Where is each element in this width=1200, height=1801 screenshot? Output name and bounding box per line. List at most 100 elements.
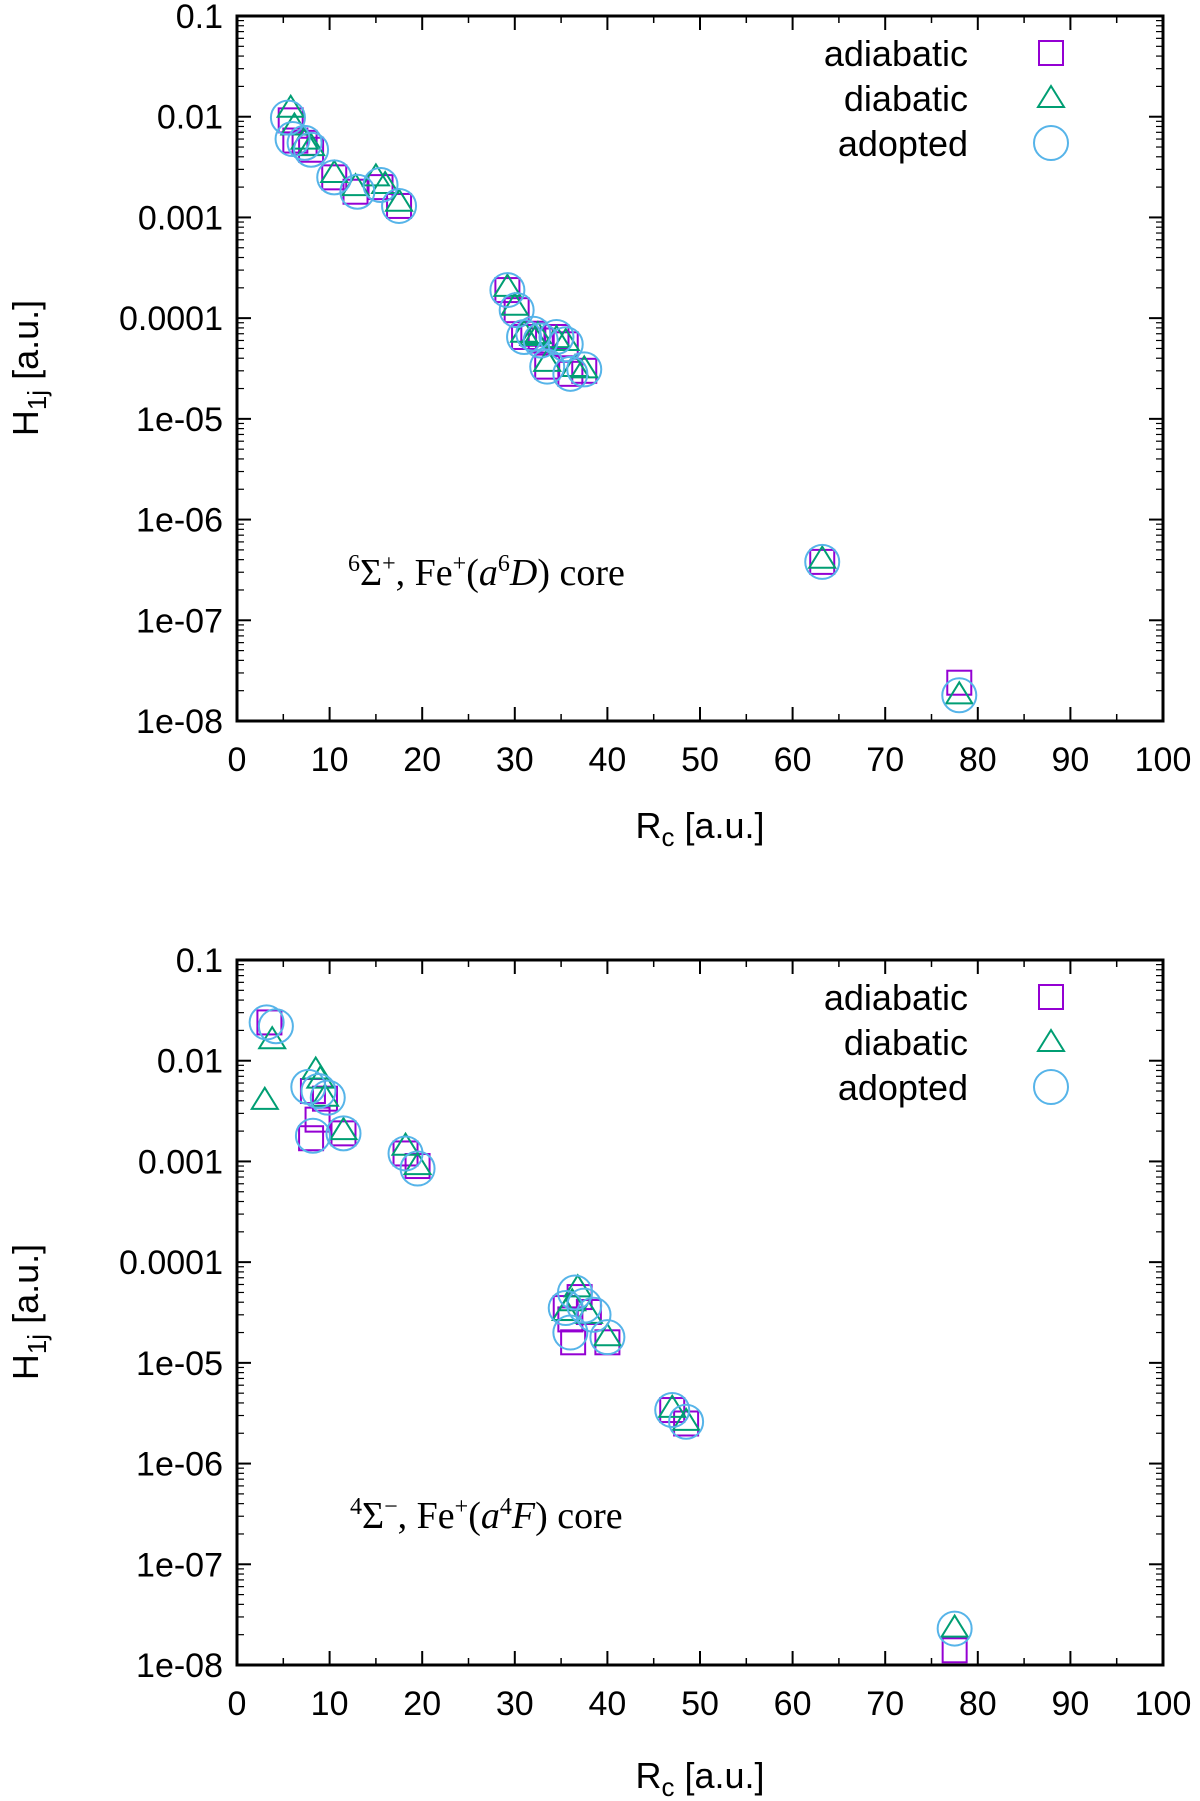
bottom-adopted-point [566, 1287, 603, 1324]
bottom-adopted-point [257, 1008, 294, 1045]
legend-label-adopted: adopted [838, 1067, 968, 1108]
top-diabatic-point [500, 291, 530, 316]
legend-marker-diabatic [1036, 1028, 1066, 1052]
top-adopted-point [552, 355, 589, 392]
bottom-adiabatic-point [560, 1329, 587, 1356]
top-adopted-point [489, 272, 526, 309]
bottom-adopted-point [300, 1073, 337, 1110]
x-tick-label: 60 [774, 741, 812, 779]
x-tick-label: 10 [311, 741, 349, 779]
top-adiabatic-point [494, 277, 521, 304]
top-diabatic-point [807, 544, 838, 569]
bottom-adopted-point [575, 1296, 612, 1333]
x-tick-label: 90 [1051, 741, 1089, 779]
panel-bottom-frame [235, 958, 1165, 1667]
x-tick-label: 90 [1051, 1685, 1089, 1723]
bottom-diabatic-point [592, 1322, 623, 1347]
bottom-diabatic-point [310, 1082, 340, 1107]
top-adopted-point [804, 543, 841, 580]
legend-marker-diabatic [1036, 84, 1066, 108]
bottom-diabatic-point [328, 1116, 359, 1141]
panel-bottom: 0 10 20 30 40 50 60 70 80 90 100 0.1 0.01 0.001 0.0001… [5, 942, 1191, 1801]
top-diabatic-point [944, 680, 975, 705]
panel-top: 0 10 20 30 40 50 60 70 80 90 100 0.1 0.01 0.001 0.0001… [0, 0, 1200, 900]
x-tick-label: 70 [866, 741, 904, 779]
bottom-adopted-point [309, 1079, 346, 1116]
top-diabatic-point [569, 354, 600, 379]
top-adopted-point [269, 99, 306, 136]
x-tick-label: 40 [588, 741, 626, 779]
bottom-adopted-point [668, 1403, 705, 1440]
legend-label-diabatic: diabatic [844, 78, 968, 119]
panel-bottom-x-axis-title: Rc [a.u.] [635, 1755, 764, 1801]
x-tick-label: 20 [403, 741, 441, 779]
legend-marker-adopted [1033, 125, 1069, 161]
top-adiabatic-point [552, 331, 579, 358]
y-tick-label: 0.01 [157, 99, 223, 137]
bottom-diabatic-point [249, 1085, 280, 1110]
legend-label-adopted: adopted [838, 123, 968, 164]
x-tick-label: 20 [403, 1685, 441, 1723]
bottom-adopted-point [294, 1117, 331, 1154]
x-tick-label: 10 [311, 1685, 349, 1723]
panel-bottom-annotation: 4Σ−, Fe+(a4F) core [350, 1494, 623, 1537]
y-tick-label: 1e-08 [136, 703, 223, 741]
top-diabatic-point [384, 187, 414, 212]
y-tick-label: 0.1 [176, 942, 223, 980]
legend-marker-adiabatic [1038, 984, 1064, 1010]
y-tick-label: 1e-06 [136, 1446, 223, 1484]
bottom-adopted-point [325, 1115, 362, 1152]
panel-top-x-axis-title: Rc [a.u.] [635, 805, 764, 852]
bottom-diabatic-point [557, 1287, 588, 1312]
panel-top-legend: adiabatic diabatic adopted [824, 33, 1069, 164]
y-tick-label: 0.001 [138, 1143, 223, 1181]
panel-bottom-y-axis-title: H1j [a.u.] [5, 1244, 52, 1380]
x-tick-label: 50 [681, 741, 719, 779]
legend-label-adiabatic: adiabatic [824, 977, 968, 1018]
bottom-adopted-point [589, 1319, 626, 1356]
bottom-diabatic-point [402, 1151, 433, 1176]
bottom-adiabatic-point [594, 1329, 621, 1356]
x-tick-label: 40 [588, 1685, 626, 1723]
y-tick-label: 1e-06 [136, 502, 223, 540]
bottom-adopted-point [399, 1150, 436, 1187]
top-adopted-point [538, 318, 575, 355]
y-tick-label: 1e-08 [136, 1647, 223, 1685]
top-diabatic-point [275, 93, 306, 118]
bottom-adopted-point [387, 1135, 424, 1172]
legend-label-adiabatic: adiabatic [824, 33, 968, 74]
top-adiabatic-point [321, 164, 348, 191]
top-diabatic-point [370, 170, 400, 195]
bottom-adiabatic-point [298, 1125, 325, 1152]
panel-top-annotation: 6Σ+, Fe+(a6D) core [348, 551, 625, 594]
top-adopted-point [339, 173, 376, 210]
x-tick-label: 30 [496, 741, 534, 779]
bottom-adiabatic-point [330, 1120, 357, 1147]
top-adopted-point [381, 187, 418, 224]
top-adopted-point [522, 322, 559, 359]
top-adopted-point [316, 159, 353, 196]
top-diabatic-point [550, 327, 581, 352]
y-tick-label: 1e-05 [136, 1345, 223, 1383]
top-diabatic-point [532, 347, 563, 372]
x-tick-label: 30 [496, 1685, 534, 1723]
top-diabatic-point [296, 132, 326, 157]
top-adopted-point [293, 131, 330, 168]
top-adopted-point [529, 348, 566, 385]
panel-top-y-axis-title: H1j [a.u.] [5, 300, 52, 436]
y-tick-label: 1e-07 [136, 602, 223, 640]
top-diabatic-point [319, 159, 350, 184]
legend-marker-adiabatic [1038, 40, 1064, 66]
top-adiabatic-point [367, 174, 394, 201]
panel-top-frame [235, 14, 1165, 723]
bottom-adiabatic-point [673, 1410, 700, 1437]
y-tick-label: 0.01 [157, 1043, 223, 1081]
bottom-diabatic-point [390, 1131, 421, 1156]
y-tick-label: 1e-05 [136, 401, 223, 439]
x-tick-label: 60 [774, 1685, 812, 1723]
x-tick-label: 0 [228, 1685, 247, 1723]
x-tick-label: 50 [681, 1685, 719, 1723]
top-adiabatic-point [809, 548, 836, 575]
top-adopted-point [941, 677, 978, 714]
